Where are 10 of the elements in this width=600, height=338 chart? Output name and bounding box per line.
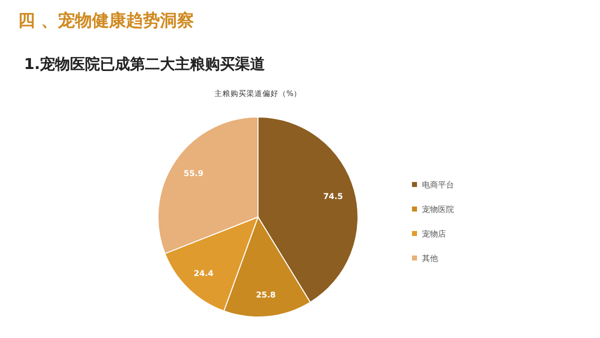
- legend-label: 宠物店: [422, 230, 446, 238]
- legend-label: 电商平台: [422, 180, 454, 190]
- data-label: 25.8: [256, 290, 276, 300]
- legend-label: 其他: [422, 254, 438, 263]
- data-label: 24.4: [194, 268, 214, 278]
- data-label: 55.9: [184, 169, 204, 178]
- chart-subtitle: 1.宠物医院已成第二大主粮购买渠道: [24, 55, 266, 73]
- legend-label: 宠物医院: [422, 205, 454, 214]
- data-label: 74.5: [323, 192, 344, 201]
- chart-title: 四 、宠物健康趋势洞察: [18, 11, 194, 31]
